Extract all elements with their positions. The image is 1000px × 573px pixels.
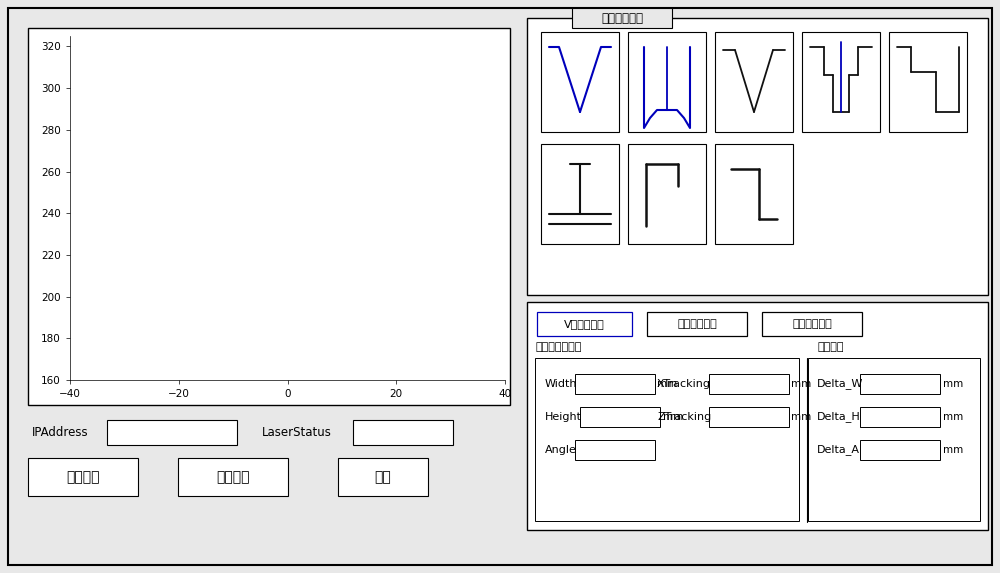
Bar [107,420,237,445]
Bar [537,312,632,336]
Text: 退出: 退出 [375,470,391,484]
Text: Width: Width [545,379,578,389]
Bar [574,374,654,394]
Text: Delta_H: Delta_H [817,411,861,422]
Text: 测量的特征信息: 测量的特征信息 [535,342,581,352]
Text: 激光关闭: 激光关闭 [216,470,250,484]
Text: 测量误差: 测量误差 [817,342,844,352]
Bar [527,302,988,530]
Bar [762,312,862,336]
Text: mm: mm [658,379,678,389]
Bar [580,407,660,427]
Text: mm: mm [943,379,963,389]
Bar [527,18,988,295]
Bar [541,144,619,244]
Bar [338,458,428,496]
Bar [860,440,940,460]
Bar [541,32,619,132]
Bar [715,144,793,244]
Text: Delta_A: Delta_A [817,445,860,456]
Bar [715,32,793,132]
Bar [647,312,747,336]
Text: 对接焊缝特征: 对接焊缝特征 [677,319,717,329]
Bar [574,440,654,460]
Bar [802,32,880,132]
Bar [628,32,706,132]
Text: V型焊缝特征: V型焊缝特征 [564,319,605,329]
Bar [353,420,453,445]
Text: ZTracking: ZTracking [657,412,711,422]
Bar [28,458,138,496]
Bar [178,458,288,496]
Text: LaserStatus: LaserStatus [262,426,332,438]
Bar [808,358,980,521]
Bar [889,32,967,132]
Bar [628,144,706,244]
Bar [860,374,940,394]
Bar [535,358,799,521]
Text: mm: mm [792,379,812,389]
Text: Delta_W: Delta_W [817,379,863,390]
Text: XTracking: XTracking [657,379,711,389]
Text: mm: mm [792,412,812,422]
Text: 选择焊缝类型: 选择焊缝类型 [601,11,643,25]
Bar [28,28,510,405]
Text: mm: mm [943,445,963,455]
Bar [860,407,940,427]
Text: mm: mm [663,412,683,422]
Text: 角接焊缝特征: 角接焊缝特征 [792,319,832,329]
Text: mm: mm [943,412,963,422]
Text: 激光连接: 激光连接 [66,470,100,484]
Bar [572,8,672,28]
Bar [708,374,788,394]
Bar [708,407,788,427]
Text: Angle: Angle [545,445,577,455]
Text: Height: Height [545,412,582,422]
Text: IPAddress: IPAddress [32,426,89,438]
